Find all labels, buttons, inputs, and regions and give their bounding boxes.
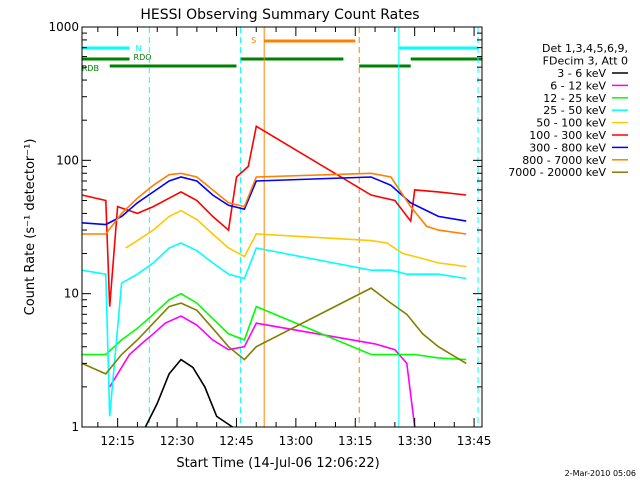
y-axis-label: Count Rate (s⁻¹ detector⁻¹) [23, 139, 38, 316]
flag-label-rdo: RDO [134, 53, 152, 62]
legend-entry-5: 50 - 100 keV [536, 117, 606, 130]
y-tick-label-2: 10 [64, 287, 79, 301]
x-tick-label-2: 12:30 [160, 434, 195, 448]
chart-title: HESSI Observing Summary Count Rates [140, 7, 419, 23]
legend-entry-1: 3 - 6 keV [557, 67, 606, 80]
y-tick-label-4: 1000 [48, 20, 79, 34]
series-line-7 [81, 176, 467, 226]
plot-frame [81, 26, 483, 428]
legend-entry-9: 7000 - 20000 keV [508, 166, 606, 179]
series-line-4 [81, 242, 467, 417]
x-axis: 12:15 12:30 12:45 13:00 13:15 13:30 13:45 [97, 27, 492, 448]
x-tick-label-3: 12:45 [219, 434, 254, 448]
data-series [81, 125, 467, 428]
time-markers [148, 27, 479, 427]
legend-entry-7: 300 - 800 keV [529, 141, 606, 154]
series-line-8 [82, 172, 467, 235]
legend-header-2: FDecim 3, Att 0 [543, 55, 628, 68]
legend-entry-4: 25 - 50 keV [543, 104, 606, 117]
y-tick-label-1: 1 [71, 420, 79, 434]
x-tick-label-4: 13:00 [279, 434, 314, 448]
x-tick-label-1: 12:15 [100, 434, 135, 448]
series-line-3 [82, 292, 467, 361]
series-line-2 [109, 315, 416, 428]
footer-date: 2-Mar-2010 05:06 [565, 469, 636, 478]
flag-label-n: N [136, 44, 142, 53]
series-line-9 [81, 287, 467, 375]
series-line-6 [81, 125, 467, 307]
legend-header-1: Det 1,3,4,5,6,9, [542, 42, 628, 55]
legend: Det 1,3,4,5,6,9,FDecim 3, Att 03 - 6 keV… [508, 42, 628, 179]
x-axis-label: Start Time (14-Jul-06 12:06:22) [176, 456, 379, 471]
x-tick-label-5: 13:15 [338, 434, 373, 448]
legend-entry-6: 100 - 300 keV [529, 129, 606, 142]
series-line-5 [125, 209, 467, 268]
legend-entry-3: 12 - 25 keV [543, 92, 606, 105]
y-tick-label-3: 100 [56, 153, 79, 167]
x-tick-label-6: 13:30 [397, 434, 432, 448]
x-tick-label-7: 13:45 [457, 434, 492, 448]
y-axis: 1 10 100 1000 [48, 20, 482, 434]
flag-label-rdb: RDB [82, 64, 99, 73]
series-line-1 [144, 358, 233, 428]
legend-entry-2: 6 - 12 keV [550, 79, 606, 92]
legend-entry-8: 800 - 7000 keV [522, 154, 606, 167]
flag-label-s: S [251, 36, 256, 45]
